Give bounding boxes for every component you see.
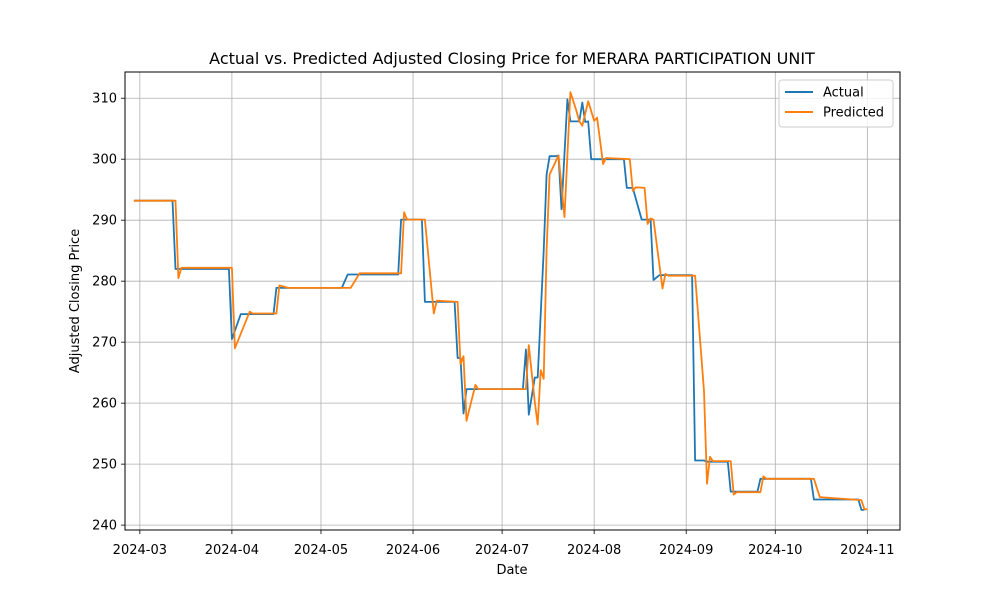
x-tick-label: 2024-03: [113, 543, 167, 558]
y-tick-label: 300: [92, 153, 117, 168]
x-tick-label: 2024-04: [205, 543, 259, 558]
series-line-predicted: [133, 91, 868, 511]
x-tick-label: 2024-09: [659, 543, 713, 558]
x-tick-label: 2024-11: [840, 543, 894, 558]
series-lines: [133, 91, 868, 511]
x-axis-ticks: 2024-03 2024-04 2024-05 2024-06 2024-07 2024-…: [113, 530, 895, 558]
y-tick-label: 280: [92, 275, 117, 290]
y-axis-label: Adjusted Closing Price: [68, 229, 83, 373]
x-tick-label: 2024-10: [748, 543, 802, 558]
x-tick-label: 2024-05: [294, 543, 348, 558]
y-tick-label: 290: [92, 214, 117, 229]
y-tick-label: 270: [92, 336, 117, 351]
y-tick-label: 240: [92, 519, 117, 534]
legend-label-predicted: Predicted: [823, 106, 884, 121]
chart-title: Actual vs. Predicted Adjusted Closing Pr…: [209, 49, 815, 68]
y-tick-label: 310: [92, 92, 117, 107]
y-tick-label: 260: [92, 397, 117, 412]
x-tick-label: 2024-06: [386, 543, 440, 558]
y-tick-label: 250: [92, 458, 117, 473]
legend-label-actual: Actual: [823, 86, 864, 101]
y-axis-ticks: 240 250 260 270 280 290 300 310: [92, 92, 125, 534]
x-axis-label: Date: [496, 563, 527, 578]
grid-lines: [125, 72, 900, 530]
x-tick-label: 2024-07: [475, 543, 529, 558]
x-tick-label: 2024-08: [567, 543, 621, 558]
legend: Actual Predicted: [778, 79, 894, 128]
series-line-actual: [133, 98, 865, 511]
plot-area-frame: [124, 71, 901, 531]
